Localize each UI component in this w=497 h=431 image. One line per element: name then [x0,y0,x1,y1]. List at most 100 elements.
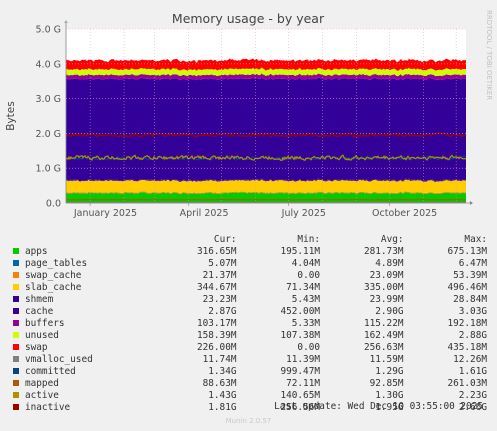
legend-cur-value: 21.37M [202,270,237,281]
legend-avg-value: 1.30G [375,390,404,401]
legend-cur-value: 5.07M [208,258,237,269]
legend-cur-value: 344.67M [196,282,237,293]
legend-avg-value: 23.99M [369,294,404,305]
legend-min-value: 140.65M [280,390,320,401]
y-tick-label: 5.0 G [36,25,62,36]
legend-col-min: Min: [297,234,320,245]
legend-avg-value: 1.29G [375,366,404,377]
legend-row-committed: committed 1.34G 999.47M 1.29G 1.61G [13,366,487,378]
legend-avg-value: 92.85M [369,378,404,389]
legend-min-value: 195.11M [280,246,320,257]
legend-row-active: active 1.43G 140.65M 1.30G 2.23G [13,390,487,402]
y-tick-label: 4.0 G [36,59,62,70]
legend-max-value: 6.47M [458,258,487,269]
legend-row-apps: apps 316.65M 195.11M 281.73M 675.13M [13,246,487,258]
last-update: Last update: Wed Dec 10 03:55:00 2025 [274,401,483,412]
y-tick-label: 1.0 G [36,164,62,175]
legend-cur-value: 226.00M [196,342,237,353]
legend-row-buffers: buffers 103.17M 5.33M 115.22M 192.18M [13,318,487,330]
legend-avg-value: 281.73M [363,246,404,257]
legend-series-name: slab_cache [25,282,82,293]
area-swap [66,58,466,71]
legend-max-value: 28.84M [453,294,487,305]
legend-avg-value: 162.49M [363,330,404,341]
legend-series-name: apps [25,246,48,257]
legend-row-slab-cache: slab_cache 344.67M 71.34M 335.00M 496.46M [13,282,487,294]
y-axis-label: Bytes [5,101,17,130]
x-tick-label: January 2025 [73,208,137,219]
legend-min-value: 72.11M [286,378,320,389]
legend-max-value: 12.26M [453,354,487,365]
legend-swatch [13,332,19,338]
legend-series-name: active [25,390,59,401]
legend-row-inactive: inactive 1.81G 256.56M 1.95G 2.66G [13,402,487,414]
legend-swatch [13,308,19,314]
legend-min-value: 0.00 [297,270,320,281]
legend-max-value: 1.61G [458,366,487,377]
x-tick-label: April 2025 [180,208,229,219]
legend-series-name: inactive [25,402,71,413]
legend-cur-value: 316.65M [196,246,237,257]
legend-series-name: vmalloc_used [25,354,93,365]
legend-series-name: page_tables [25,258,88,269]
area-swap-cache [66,191,466,195]
legend-min-value: 452.00M [280,306,320,317]
legend-min-value: 5.33M [291,318,320,329]
legend-min-value: 999.47M [280,366,320,377]
legend-avg-value: 115.22M [363,318,404,329]
legend-cur-value: 2.87G [208,306,237,317]
area-page-tables [66,192,466,195]
area-buffers [66,73,466,81]
legend-series-name: unused [25,330,59,341]
legend-row-unused: unused 158.39M 107.38M 162.49M 2.88G [13,330,487,342]
legend-max-value: 192.18M [447,318,487,329]
legend-avg-value: 2.90G [375,306,404,317]
legend-swatch [13,284,19,290]
x-tick-label: October 2025 [372,208,437,219]
legend-cur-value: 11.74M [202,354,237,365]
legend-series-name: buffers [25,318,65,329]
legend-cur-value: 103.17M [196,318,237,329]
y-tick-label: 0.0 [46,199,61,210]
legend-avg-value: 11.59M [369,354,404,365]
legend-swatch [13,368,19,374]
rrdtool-credit: RRDTOOL / TOBI OETIKER [485,10,493,100]
legend-max-value: 2.66G [458,402,487,413]
x-axis-arrow [470,201,473,205]
legend-col-avg: Avg: [380,234,404,245]
legend-swatch [13,356,19,362]
legend-row-vmalloc-used: vmalloc_used 11.74M 11.39M 11.59M 12.26M [13,354,487,366]
area-unused [66,67,466,77]
legend-cur-value: 158.39M [196,330,237,341]
legend-swatch [13,296,19,302]
legend-max-value: 2.88G [458,330,487,341]
legend-swatch [13,260,19,266]
area-cache [66,77,466,182]
legend-cur-value: 1.34G [208,366,237,377]
legend-swatch [13,380,19,386]
legend-col-cur: Cur: [213,234,237,245]
legend-swatch [13,248,19,254]
legend-row-mapped: mapped 88.63M 72.11M 92.85M 261.03M [13,378,487,390]
y-axis-arrow [64,20,68,23]
area-shmem [66,178,466,182]
legend-swatch [13,320,19,326]
legend-row-page-tables: page_tables 5.07M 4.04M 4.89M 6.47M [13,258,487,270]
legend-series-name: swap [25,342,48,353]
line-active [65,154,467,161]
legend-swatch [13,344,19,350]
legend-max-value: 3.03G [458,306,487,317]
legend-min-value: 107.38M [280,330,320,341]
legend-cur-value: 88.63M [202,378,237,389]
legend-avg-value: 335.00M [363,282,404,293]
legend-max-value: 675.13M [447,246,487,257]
legend-avg-value: 256.63M [363,342,404,353]
y-tick-label: 3.0 G [36,94,62,105]
y-tick-label: 2.0 G [36,129,62,140]
legend-avg-value: 4.89M [375,258,404,269]
legend-min-value: 11.39M [286,354,320,365]
x-tick-label: July 2025 [281,208,326,219]
chart-title: Memory usage - by year [172,11,325,26]
